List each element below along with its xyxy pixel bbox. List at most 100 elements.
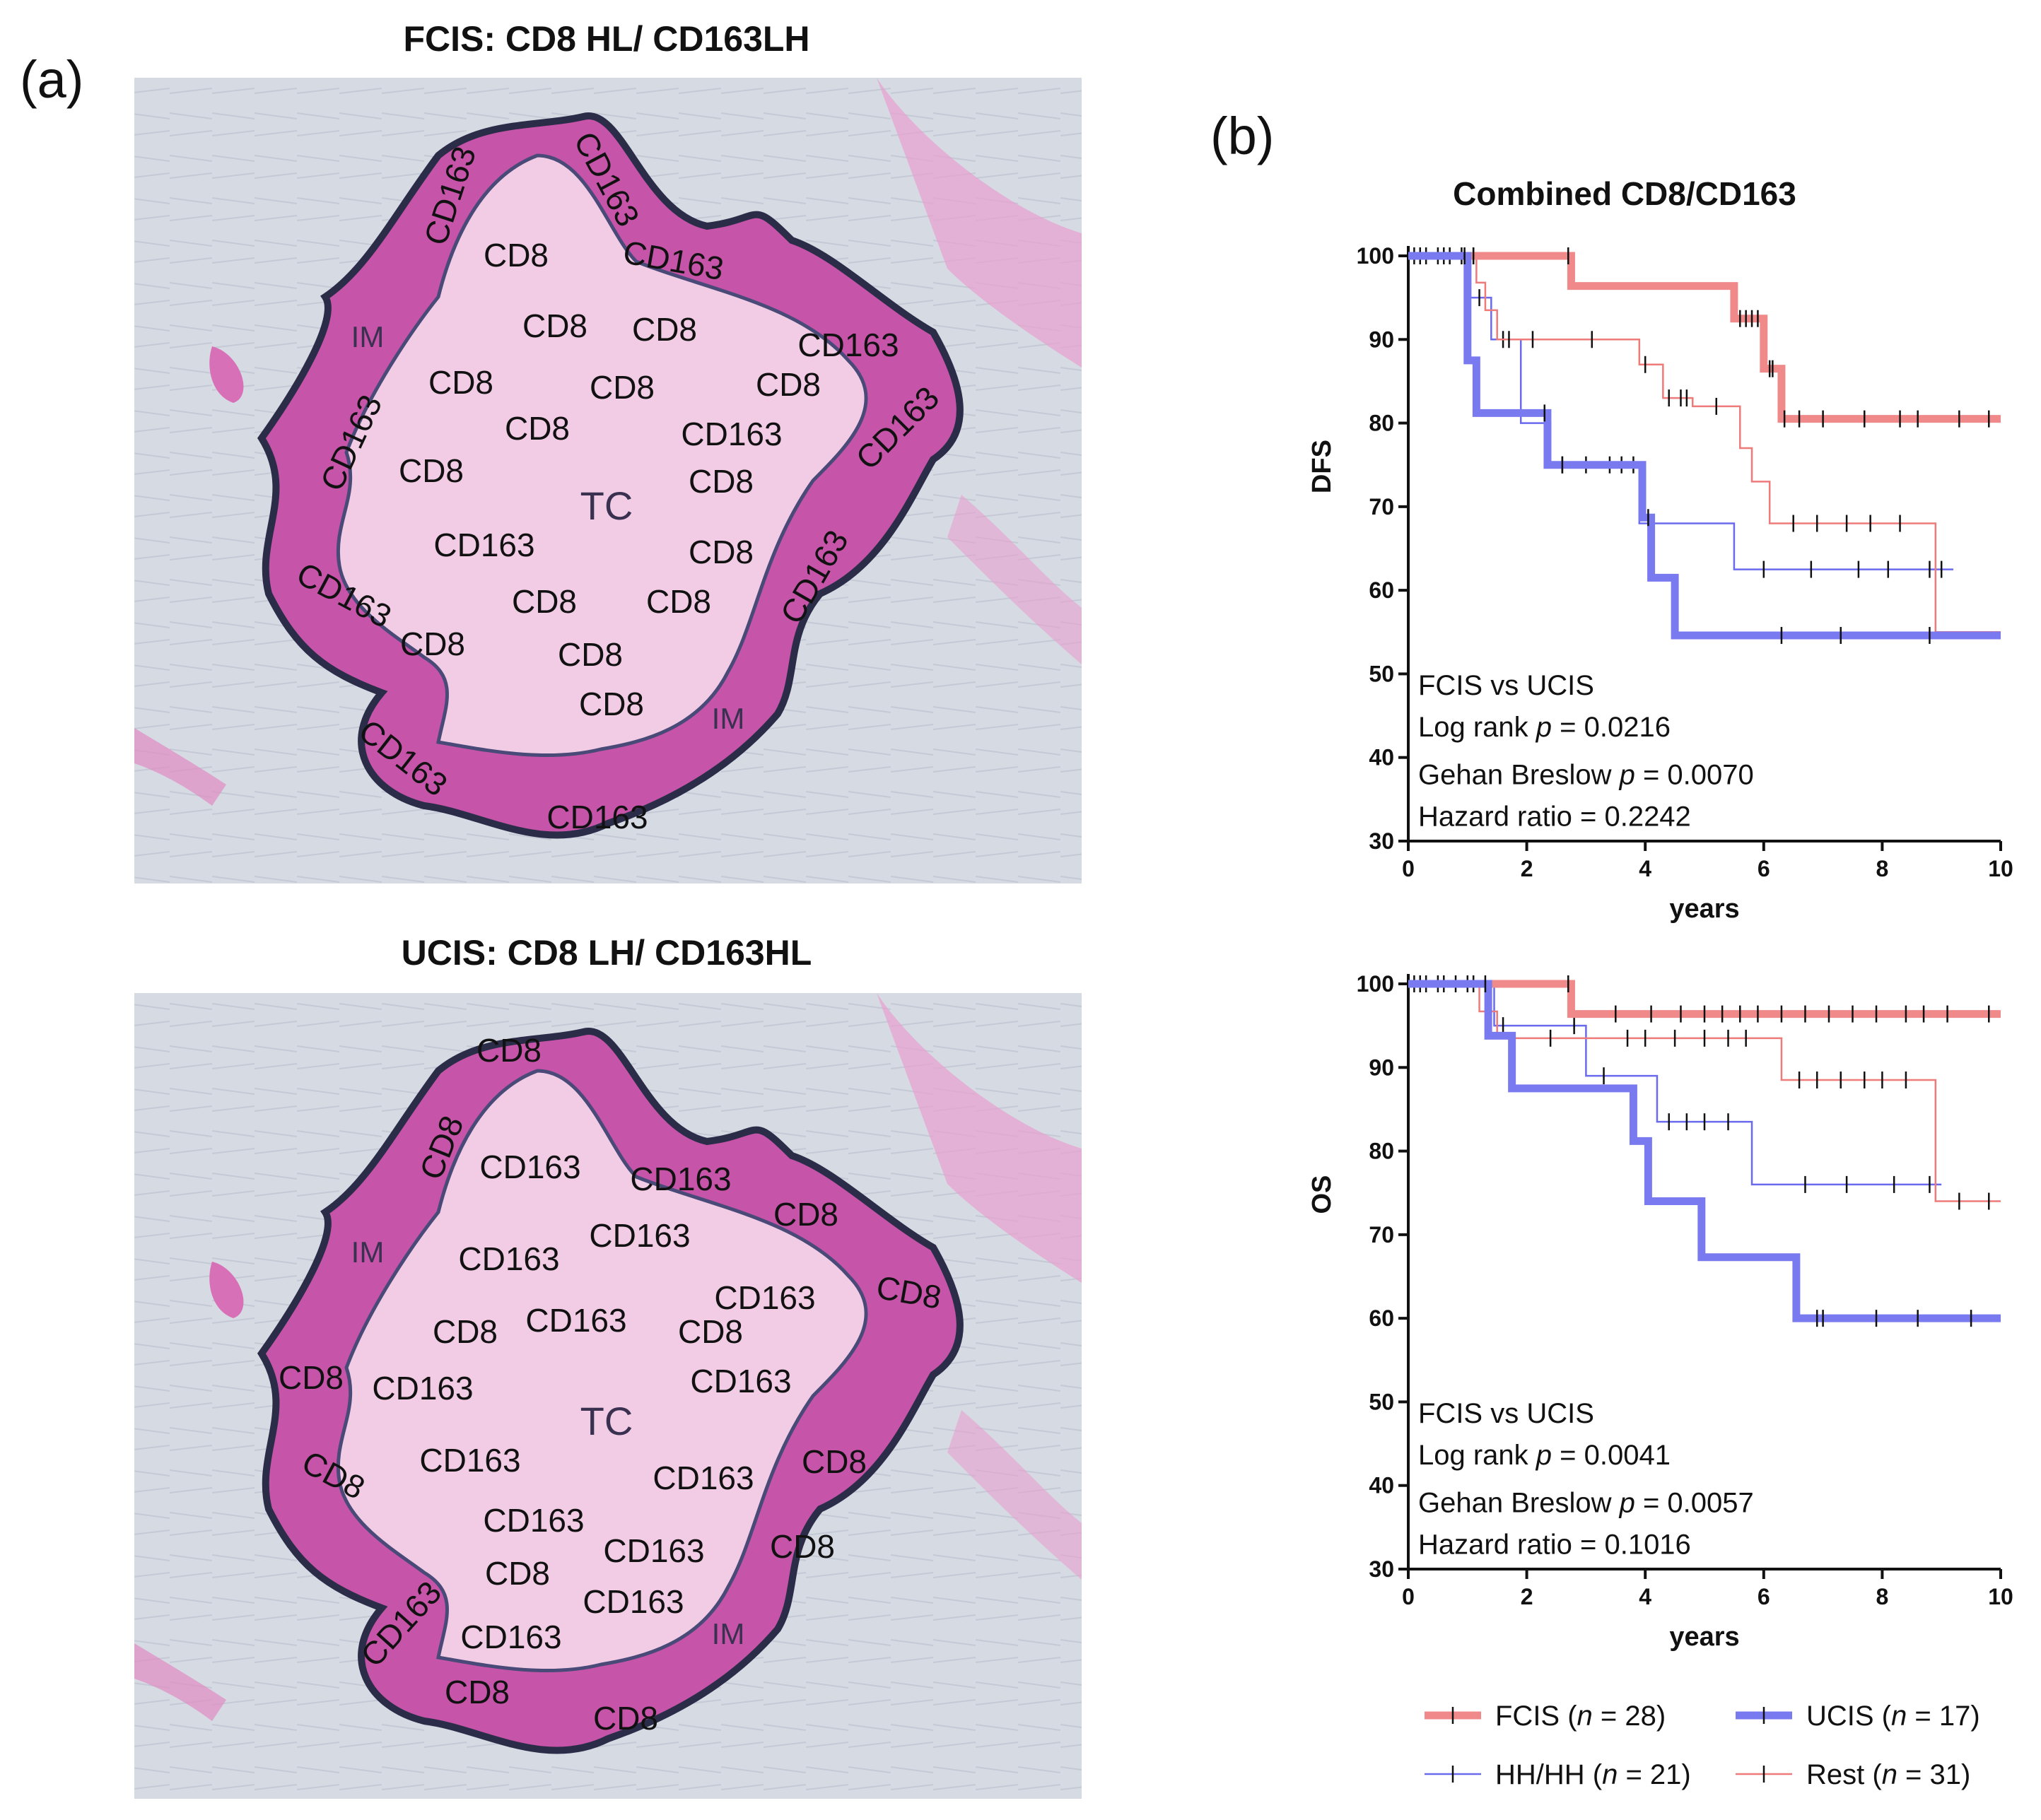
y-tick-label: 100 xyxy=(1357,243,1394,269)
top-cell-rim-label: CD8 xyxy=(400,626,465,662)
top-cell-core-label: CD8 xyxy=(512,583,577,620)
panel-a-bottom-title: UCIS: CD8 LH/ CD163HL xyxy=(402,933,812,973)
panel-a-top-title: FCIS: CD8 HL/ CD163LH xyxy=(403,19,809,59)
stat-line-1: FCIS vs UCIS xyxy=(1418,670,1594,701)
bottom-cell-rim-label: CD163 xyxy=(630,1161,731,1197)
stat-line-3: Gehan Breslow p = 0.0057 xyxy=(1418,1488,1754,1519)
stat-line-2: Log rank p = 0.0041 xyxy=(1418,1440,1671,1471)
top-cell-core-label: CD8 xyxy=(756,366,821,403)
top-cell-core-label: CD163 xyxy=(681,416,782,452)
y-tick-label: 50 xyxy=(1369,661,1394,686)
km-curve-hh-hh xyxy=(1408,982,1942,1186)
tumor-center-top xyxy=(336,153,868,758)
bottom-cell-rim-label: CD8 xyxy=(773,1196,838,1233)
y-tick-label: 60 xyxy=(1369,577,1394,603)
top-cell-core-label: CD8 xyxy=(484,237,549,274)
stroma-blob xyxy=(209,1262,244,1318)
km-curve-rest xyxy=(1408,982,2001,1202)
top-cell-im-label: IM xyxy=(712,702,745,735)
bottom-cell-core-label: CD163 xyxy=(653,1460,754,1496)
top-cell-core-label: CD8 xyxy=(428,364,493,401)
os-chart: 30 40 50 60 70 80 90 100 0 2 4 6 8 10 years OS FCIS vs U… xyxy=(1307,971,2013,1652)
bottom-cell-core-label: CD163 xyxy=(479,1149,580,1185)
tumor-center-label: TC xyxy=(580,1399,633,1443)
bottom-cell-rim-label: CD8 xyxy=(802,1443,867,1480)
bottom-cell-core-label: CD8 xyxy=(485,1555,550,1592)
stat-line-4: Hazard ratio = 0.2242 xyxy=(1418,802,1691,833)
panel-b-letter: (b) xyxy=(1210,107,1274,165)
top-cell-im-label: IM xyxy=(351,320,385,353)
top-cell-rim-label: CD163 xyxy=(797,327,899,363)
x-tick-label: 6 xyxy=(1758,856,1770,881)
x-tick-label: 4 xyxy=(1639,856,1651,881)
y-tick-label: 90 xyxy=(1369,327,1394,352)
dfs-chart: 30 40 50 60 70 80 90 100 0 2 4 6 8 10 years DFS FCIS vs … xyxy=(1307,243,2013,924)
x-tick-label: 8 xyxy=(1876,1584,1889,1609)
bottom-cell-rim-label: CD8 xyxy=(476,1032,542,1069)
x-axis-title: years xyxy=(1669,1622,1739,1652)
bottom-cell-core-label: CD163 xyxy=(419,1442,520,1479)
x-tick-label: 10 xyxy=(1988,856,2013,881)
x-tick-label: 10 xyxy=(1988,1584,2013,1609)
stroma-streak xyxy=(947,1410,1082,1580)
bottom-cell-core-label: CD163 xyxy=(690,1363,791,1399)
panel-a-top: FCIS: CD8 HL/ CD163LH TC CD163 CD163 CD163… xyxy=(134,19,1082,883)
y-tick-label: 40 xyxy=(1369,745,1394,770)
panel-a-bottom: UCIS: CD8 LH/ CD163HL TC CD8 CD8 CD163 CD8 C… xyxy=(134,933,1082,1799)
stroma-streak xyxy=(877,78,1082,368)
km-curve-fcis xyxy=(1408,252,2001,423)
km-curve-hh-hh xyxy=(1408,254,1953,570)
bottom-cell-rim-label: CD8 xyxy=(770,1528,835,1565)
y-tick-label: 90 xyxy=(1369,1055,1394,1080)
top-cell-core-label: CD8 xyxy=(590,369,655,406)
top-cell-rim-label: CD163 xyxy=(546,799,648,835)
top-cell-core-label: CD8 xyxy=(505,410,570,447)
bottom-cell-core-label: CD163 xyxy=(458,1240,559,1277)
bottom-cell-rim-label: CD8 xyxy=(445,1674,510,1710)
y-tick-label: 60 xyxy=(1369,1305,1394,1331)
top-cell-core-label: CD8 xyxy=(646,583,711,620)
bottom-cell-im-label: IM xyxy=(351,1235,385,1269)
chart-legend: FCIS (n = 28) UCIS (n = 17) HH/HH (n = 21)… xyxy=(1425,1701,1980,1790)
x-tick-label: 6 xyxy=(1758,1584,1770,1609)
top-cell-core-label: CD8 xyxy=(579,686,644,722)
y-tick-label: 100 xyxy=(1357,971,1394,997)
stat-line-3: Gehan Breslow p = 0.0070 xyxy=(1418,760,1754,791)
bottom-cell-core-label: CD163 xyxy=(714,1279,815,1316)
tumor-center-bottom xyxy=(336,1069,868,1673)
top-cell-core-label: CD8 xyxy=(689,463,754,500)
chart-title: Combined CD8/CD163 xyxy=(1453,175,1796,212)
y-tick-label: 30 xyxy=(1369,1556,1394,1582)
y-axis-title: DFS xyxy=(1307,440,1337,493)
stat-line-4: Hazard ratio = 0.1016 xyxy=(1418,1530,1691,1561)
top-cell-core-label: CD8 xyxy=(632,311,697,348)
bottom-cell-core-label: CD163 xyxy=(589,1217,690,1254)
bottom-cell-rim-label: CD8 xyxy=(279,1359,344,1396)
x-tick-label: 2 xyxy=(1521,1584,1533,1609)
stroma-blob xyxy=(209,346,244,403)
bottom-cell-core-label: CD163 xyxy=(583,1583,684,1620)
top-cell-core-label: CD8 xyxy=(522,307,587,344)
bottom-cell-core-label: CD163 xyxy=(460,1619,561,1655)
stroma-streak xyxy=(947,495,1082,664)
legend-label-ucis: UCIS (n = 17) xyxy=(1806,1701,1980,1732)
top-cell-core-label: CD163 xyxy=(433,527,534,563)
bottom-cell-core-label: CD163 xyxy=(483,1502,584,1539)
km-curve-rest xyxy=(1408,254,2001,633)
y-tick-label: 70 xyxy=(1369,494,1394,519)
y-tick-label: 80 xyxy=(1369,411,1394,436)
y-tick-label: 30 xyxy=(1369,828,1394,854)
stat-line-1: FCIS vs UCIS xyxy=(1418,1398,1594,1429)
y-tick-label: 80 xyxy=(1369,1139,1394,1164)
top-cell-core-label: CD8 xyxy=(689,534,754,570)
km-curve-ucis xyxy=(1408,252,2001,640)
bottom-cell-core-label: CD8 xyxy=(433,1313,498,1350)
x-tick-label: 0 xyxy=(1402,856,1415,881)
legend-label-fcis: FCIS (n = 28) xyxy=(1495,1701,1666,1732)
bottom-cell-core-label: CD163 xyxy=(372,1370,473,1407)
bottom-cell-core-label: CD163 xyxy=(525,1302,626,1339)
y-tick-label: 50 xyxy=(1369,1389,1394,1414)
y-tick-label: 40 xyxy=(1369,1473,1394,1498)
tumor-center-label: TC xyxy=(580,483,633,528)
stat-line-2: Log rank p = 0.0216 xyxy=(1418,712,1671,743)
